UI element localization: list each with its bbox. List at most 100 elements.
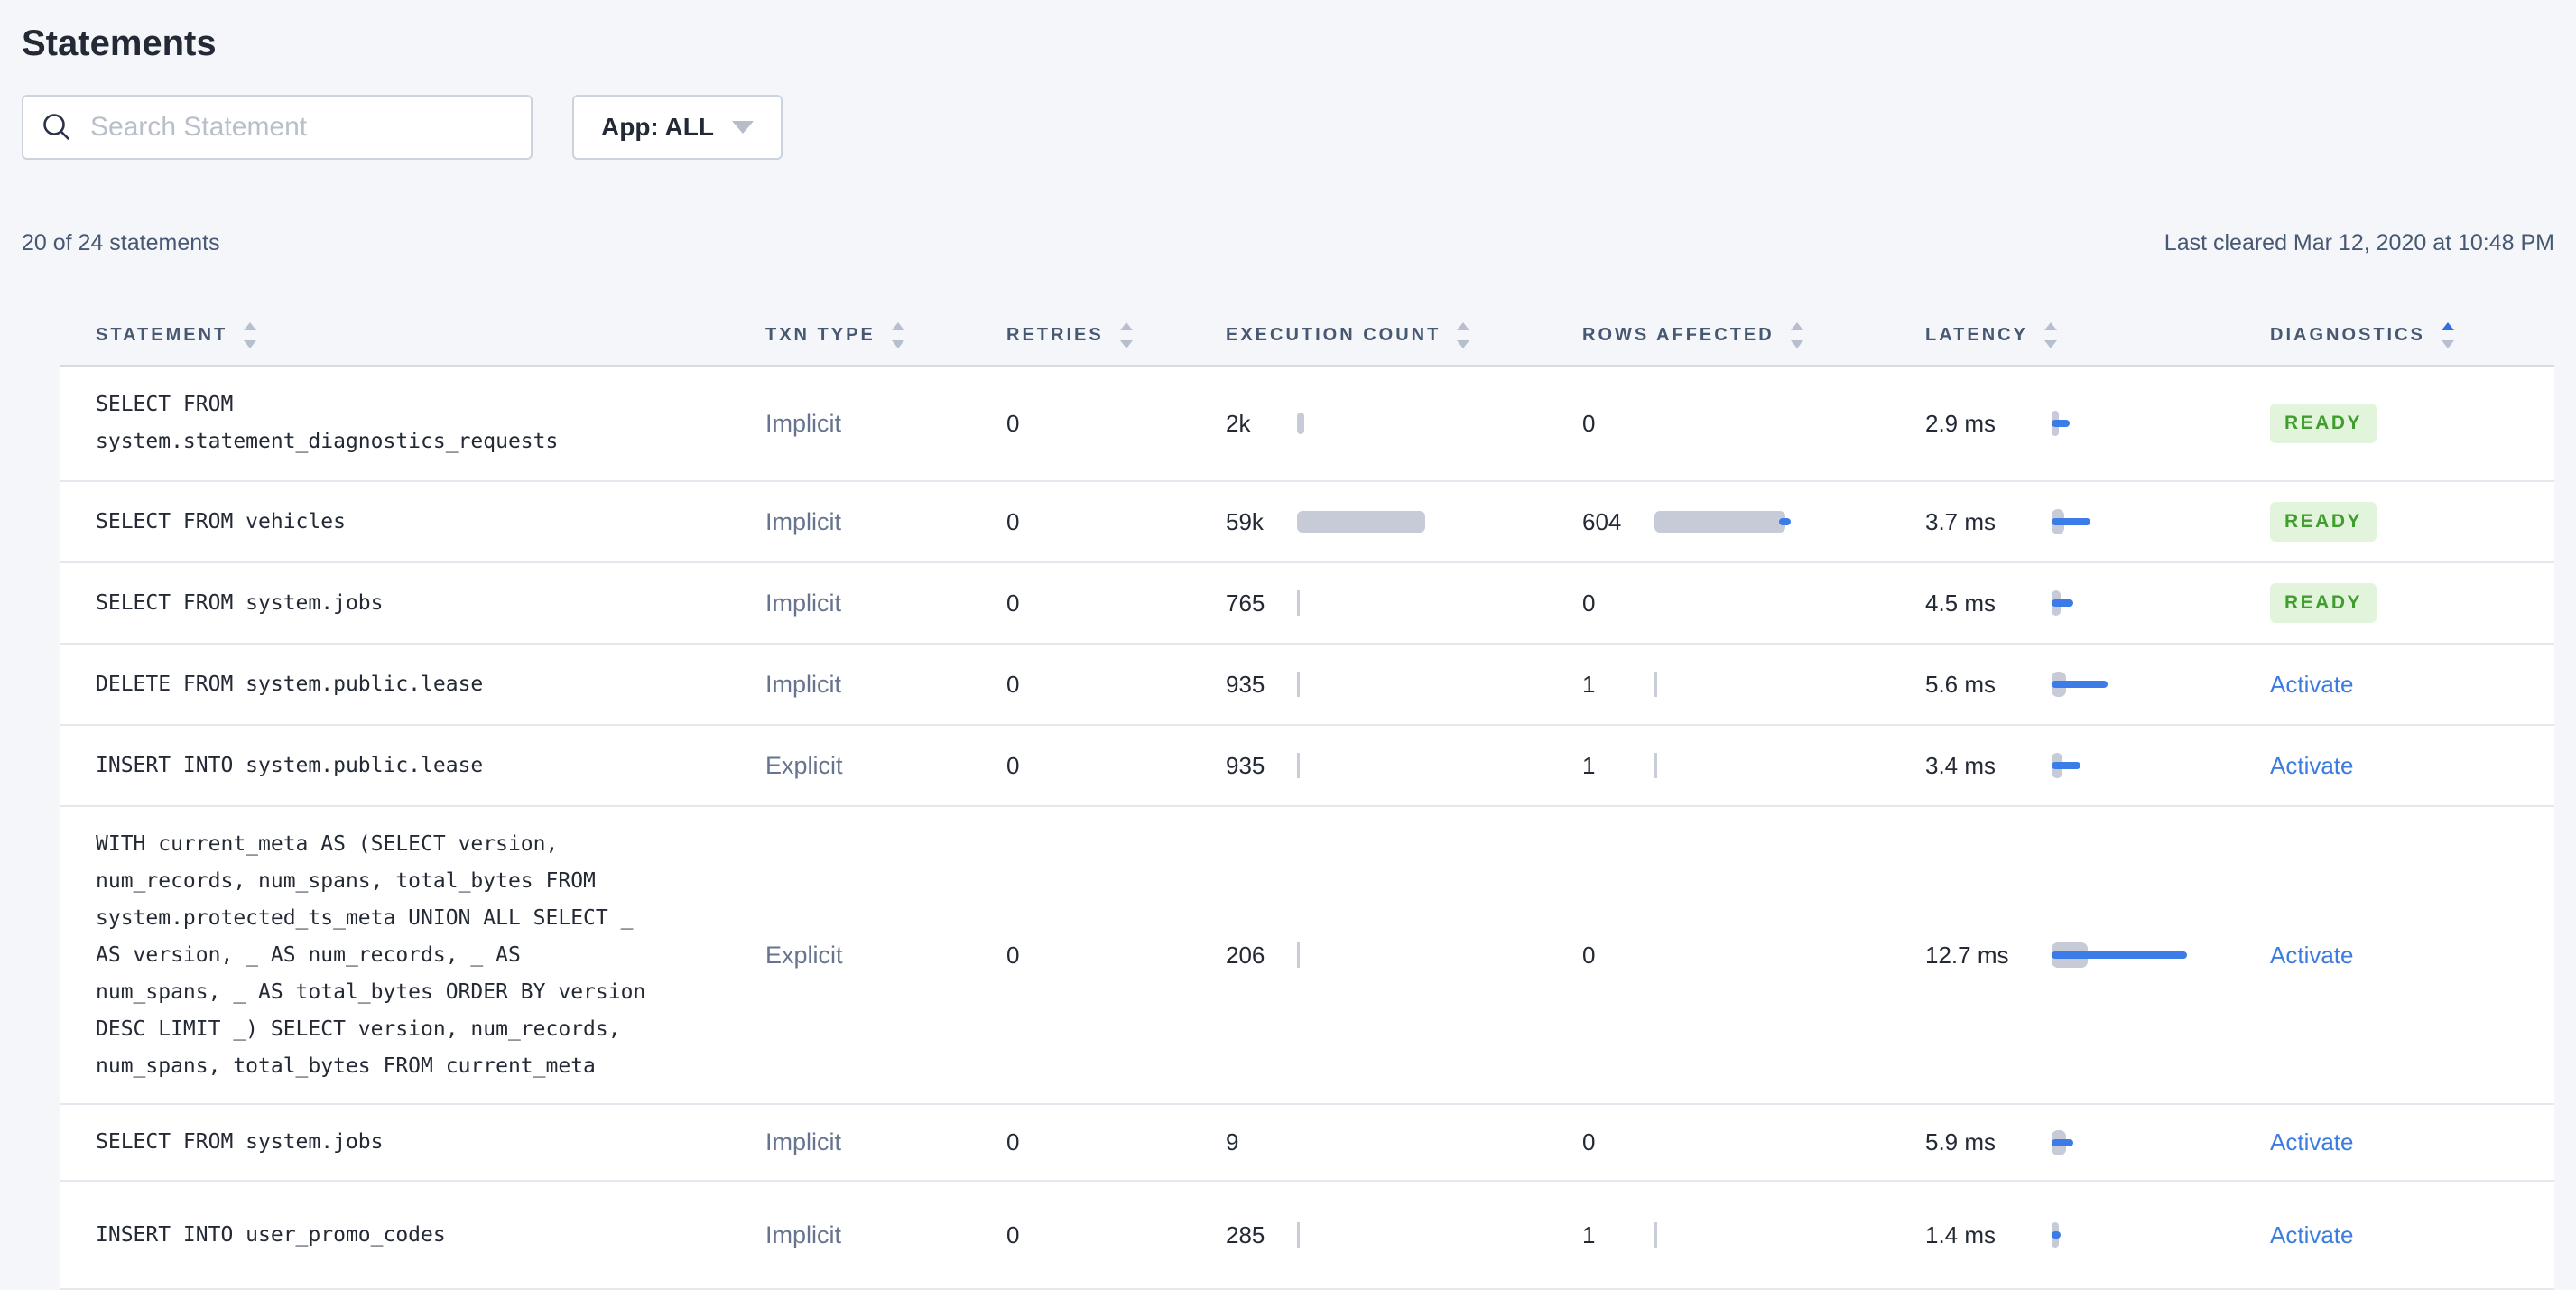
rows-affected-value: 1 <box>1582 751 1596 779</box>
column-header-diagnostics[interactable]: DIAGNOSTICS <box>2214 305 2554 367</box>
latency-value: 12.7 ms <box>1925 941 2009 969</box>
search-icon <box>43 114 69 140</box>
table-row: WITH current_meta AS (SELECT version, nu… <box>60 806 2554 1105</box>
execution-count-value: 285 <box>1226 1220 1265 1248</box>
txn-type-value: Implicit <box>765 1220 842 1248</box>
table-meta-row: 20 of 24 statements Last cleared Mar 12,… <box>22 230 2554 256</box>
execution-count-value: 765 <box>1226 589 1265 617</box>
execution-count-value: 935 <box>1226 670 1265 698</box>
activate-diagnostics-link[interactable]: Activate <box>2270 1220 2354 1248</box>
latency-value: 5.9 ms <box>1925 1128 1997 1155</box>
table-body: SELECT FROM system.statement_diagnostics… <box>60 366 2554 1290</box>
sort-arrows-icon <box>1119 321 1133 348</box>
rows-affected-tick <box>1654 672 1657 697</box>
execution-count-value: 9 <box>1226 1128 1239 1155</box>
rows-affected-value: 604 <box>1582 507 1622 535</box>
filter-controls: App: ALL <box>22 95 2554 160</box>
statement-link[interactable]: INSERT INTO user_promo_codes <box>96 1222 446 1247</box>
diagnostics-ready-badge: READY <box>2270 404 2377 443</box>
column-header-txn-type[interactable]: TXN TYPE <box>729 305 970 367</box>
execution-count-bar <box>1297 413 1304 434</box>
last-cleared-timestamp: Last cleared Mar 12, 2020 at 10:48 PM <box>2164 230 2554 255</box>
activate-diagnostics-link[interactable]: Activate <box>2270 1128 2354 1155</box>
column-header-statement[interactable]: STATEMENT <box>60 305 729 367</box>
execution-count-value: 59k <box>1226 507 1264 535</box>
activate-diagnostics-link[interactable]: Activate <box>2270 751 2354 779</box>
table-row: DELETE FROM system.public.lease Implicit… <box>60 644 2554 726</box>
table-row: SELECT FROM system.statement_diagnostics… <box>60 366 2554 482</box>
chevron-down-icon <box>731 121 754 134</box>
table-header: STATEMENT TXN TYPE RETRIES EXECUTION COU… <box>60 305 2554 367</box>
statement-link[interactable]: SELECT FROM vehicles <box>96 509 346 534</box>
execution-count-bar <box>1297 511 1425 533</box>
search-input[interactable] <box>88 111 513 144</box>
statement-link[interactable]: SELECT FROM system.jobs <box>96 1130 384 1154</box>
txn-type-value: Explicit <box>765 941 843 969</box>
statements-page: Statements App: ALL 20 of 24 statements … <box>0 23 2576 1290</box>
statement-link[interactable]: WITH current_meta AS (SELECT version, nu… <box>96 831 646 1078</box>
retries-value: 0 <box>1006 1128 1020 1155</box>
txn-type-value: Explicit <box>765 751 843 779</box>
app-filter-label: App: ALL <box>601 113 714 141</box>
execution-count-tick <box>1297 590 1300 616</box>
rows-affected-dot <box>1779 518 1791 525</box>
app-filter-dropdown[interactable]: App: ALL <box>572 95 783 160</box>
column-header-retries[interactable]: RETRIES <box>970 305 1190 367</box>
table-row: INSERT INTO system.public.lease Explicit… <box>60 725 2554 807</box>
activate-diagnostics-link[interactable]: Activate <box>2270 670 2354 698</box>
table-row: INSERT INTO user_promo_codes Implicit 0 … <box>60 1181 2554 1290</box>
diagnostics-ready-badge: READY <box>2270 583 2377 623</box>
latency-value: 5.6 ms <box>1925 670 1997 698</box>
statement-count-summary: 20 of 24 statements <box>22 230 220 255</box>
retries-value: 0 <box>1006 589 1020 617</box>
page-title: Statements <box>22 23 217 63</box>
rows-affected-value: 0 <box>1582 941 1596 969</box>
retries-value: 0 <box>1006 670 1020 698</box>
execution-count-tick <box>1297 672 1300 697</box>
sort-arrows-icon <box>2043 321 2057 348</box>
retries-value: 0 <box>1006 507 1020 535</box>
search-box[interactable] <box>22 95 533 160</box>
txn-type-value: Implicit <box>765 409 842 437</box>
statement-link[interactable]: SELECT FROM system.jobs <box>96 590 384 615</box>
statement-link[interactable]: DELETE FROM system.public.lease <box>96 672 484 696</box>
rows-affected-value: 0 <box>1582 589 1596 617</box>
table-row: SELECT FROM system.jobs Implicit 0 9 0 5… <box>60 1104 2554 1182</box>
latency-bar <box>2052 1138 2073 1146</box>
sort-arrows-icon <box>891 321 904 348</box>
execution-count-tick <box>1297 942 1300 968</box>
column-header-execution-count[interactable]: EXECUTION COUNT <box>1190 305 1546 367</box>
latency-value: 3.7 ms <box>1925 507 1997 535</box>
sort-arrows-icon <box>1457 321 1470 348</box>
diagnostics-ready-badge: READY <box>2270 502 2377 542</box>
table-row: SELECT FROM vehicles Implicit 0 59k 604 … <box>60 481 2554 563</box>
table-row: SELECT FROM system.jobs Implicit 0 765 0… <box>60 562 2554 645</box>
txn-type-value: Implicit <box>765 670 842 698</box>
rows-affected-value: 1 <box>1582 1220 1596 1248</box>
execution-count-value: 935 <box>1226 751 1265 779</box>
latency-bar <box>2052 681 2108 688</box>
sort-arrows-icon <box>244 321 257 348</box>
retries-value: 0 <box>1006 751 1020 779</box>
sort-arrows-icon <box>2441 321 2454 348</box>
latency-bar <box>2052 599 2073 607</box>
sort-arrows-icon <box>1790 321 1803 348</box>
execution-count-value: 2k <box>1226 409 1251 437</box>
retries-value: 0 <box>1006 941 1020 969</box>
latency-value: 3.4 ms <box>1925 751 1997 779</box>
column-header-rows-affected[interactable]: ROWS AFFECTED <box>1546 305 1889 367</box>
statement-link[interactable]: SELECT FROM system.statement_diagnostics… <box>96 393 559 453</box>
statement-link[interactable]: INSERT INTO system.public.lease <box>96 753 484 777</box>
column-header-latency[interactable]: LATENCY <box>1889 305 2214 367</box>
execution-count-tick <box>1297 1222 1300 1248</box>
txn-type-value: Implicit <box>765 589 842 617</box>
activate-diagnostics-link[interactable]: Activate <box>2270 941 2354 969</box>
execution-count-tick <box>1297 753 1300 778</box>
rows-affected-bar <box>1654 511 1791 533</box>
latency-value: 1.4 ms <box>1925 1220 1997 1248</box>
latency-value: 4.5 ms <box>1925 589 1997 617</box>
latency-bar <box>2052 1231 2061 1239</box>
latency-bar <box>2052 762 2080 769</box>
rows-affected-tick <box>1654 753 1657 778</box>
retries-value: 0 <box>1006 409 1020 437</box>
